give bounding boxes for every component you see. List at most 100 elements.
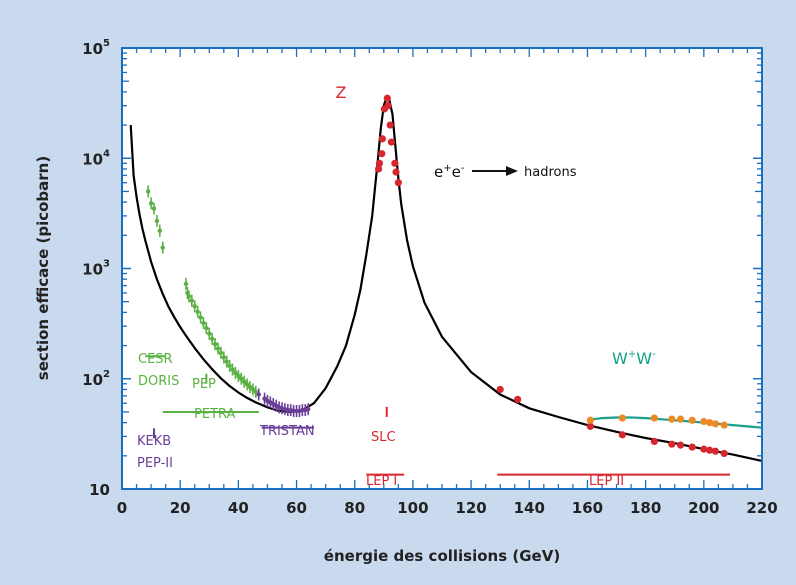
label-lep1: LEP I — [366, 474, 397, 489]
data-point — [236, 373, 241, 379]
data-point — [256, 392, 261, 397]
data-point — [496, 385, 504, 394]
x-tick-label: 120 — [455, 499, 486, 517]
data-point — [160, 245, 165, 250]
data-point — [650, 414, 658, 422]
label-tristan: TRISTAN — [259, 424, 315, 439]
data-point — [183, 281, 189, 287]
data-point — [305, 406, 311, 412]
label-petra: PETRA — [194, 407, 236, 422]
x-tick-label: 80 — [344, 499, 365, 517]
data-point — [241, 379, 247, 384]
data-point — [201, 320, 206, 326]
data-point — [514, 395, 522, 403]
x-tick-label: 160 — [572, 499, 603, 517]
y-tick-label: 102 — [82, 369, 110, 389]
ww-label: W+W- — [612, 349, 656, 368]
y-tick-label: 103 — [82, 259, 110, 279]
x-tick-label: 200 — [688, 499, 719, 517]
data-point — [394, 179, 402, 187]
label-lep2: LEP II — [589, 474, 624, 489]
label-slc: SLC — [371, 430, 396, 445]
arrowhead-icon — [506, 166, 518, 176]
data-point — [218, 350, 224, 355]
data-point — [668, 415, 676, 423]
svg-text:hadrons: hadrons — [524, 165, 577, 180]
label-pep2: PEP-II — [137, 456, 173, 471]
data-point — [384, 102, 392, 110]
data-point — [148, 201, 154, 206]
y-tick-label: 10 — [89, 481, 110, 499]
data-point — [145, 189, 151, 194]
data-point — [700, 417, 708, 426]
x-tick-label: 20 — [170, 499, 191, 517]
data-point — [195, 309, 200, 314]
data-point — [650, 437, 658, 446]
data-point — [239, 376, 244, 381]
z-label: Z — [336, 83, 347, 102]
y-axis-title: section efficace (picobarn) — [34, 156, 52, 380]
data-point — [374, 165, 383, 173]
data-point — [198, 315, 203, 320]
data-point — [209, 336, 215, 342]
data-point — [618, 431, 626, 439]
data-point — [711, 420, 720, 428]
series-curve-1 — [587, 416, 763, 429]
x-tick-label: 60 — [286, 499, 307, 517]
y-tick-label: 105 — [82, 38, 110, 58]
data-point — [700, 445, 708, 453]
data-point — [688, 443, 696, 451]
data-point — [250, 387, 256, 392]
data-point — [244, 382, 250, 387]
label-kekb: KEKB — [137, 434, 171, 449]
x-tick-label: 100 — [397, 499, 428, 517]
data-point — [378, 150, 386, 158]
data-point — [207, 331, 212, 336]
data-point — [676, 441, 685, 449]
x-axis-title: énergie des collisions (GeV) — [324, 547, 560, 565]
x-tick-label: 40 — [228, 499, 249, 517]
data-point — [706, 446, 714, 454]
y-tick-label: 104 — [82, 148, 110, 168]
data-point — [227, 363, 232, 369]
data-point — [233, 370, 238, 376]
x-tick-label: 180 — [630, 499, 661, 517]
data-point — [586, 422, 594, 430]
label-pep: PEP — [192, 377, 216, 392]
data-point — [204, 325, 209, 331]
x-tick-label: 0 — [117, 499, 127, 517]
label-doris: DORIS — [138, 374, 179, 389]
data-point — [711, 447, 720, 455]
label-cesr: CESR — [138, 352, 173, 367]
data-point — [221, 355, 227, 360]
data-point — [212, 341, 218, 347]
plot-frame — [121, 47, 763, 490]
data-point — [720, 449, 728, 458]
data-point — [224, 359, 229, 364]
data-point — [215, 346, 221, 351]
data-point — [151, 206, 157, 211]
data-point — [391, 159, 399, 167]
data-point — [253, 389, 259, 395]
data-point — [706, 419, 714, 427]
data-point — [189, 298, 195, 303]
plot-area — [122, 48, 762, 489]
x-tick-label: 220 — [746, 499, 777, 517]
data-point — [688, 416, 696, 424]
data-point — [157, 228, 163, 233]
data-point — [375, 159, 384, 167]
svg-text:e+e-: e+e- — [434, 163, 465, 181]
data-point — [230, 367, 235, 372]
data-point — [392, 168, 400, 176]
data-point — [586, 416, 594, 424]
data-point — [386, 121, 394, 129]
process-label: e+e- hadrons — [434, 163, 577, 181]
data-point — [676, 415, 685, 423]
data-point — [387, 138, 395, 146]
data-point — [378, 135, 386, 143]
data-point — [186, 294, 192, 299]
data-point — [154, 218, 160, 224]
data-point — [720, 421, 728, 429]
data-point — [668, 440, 676, 448]
